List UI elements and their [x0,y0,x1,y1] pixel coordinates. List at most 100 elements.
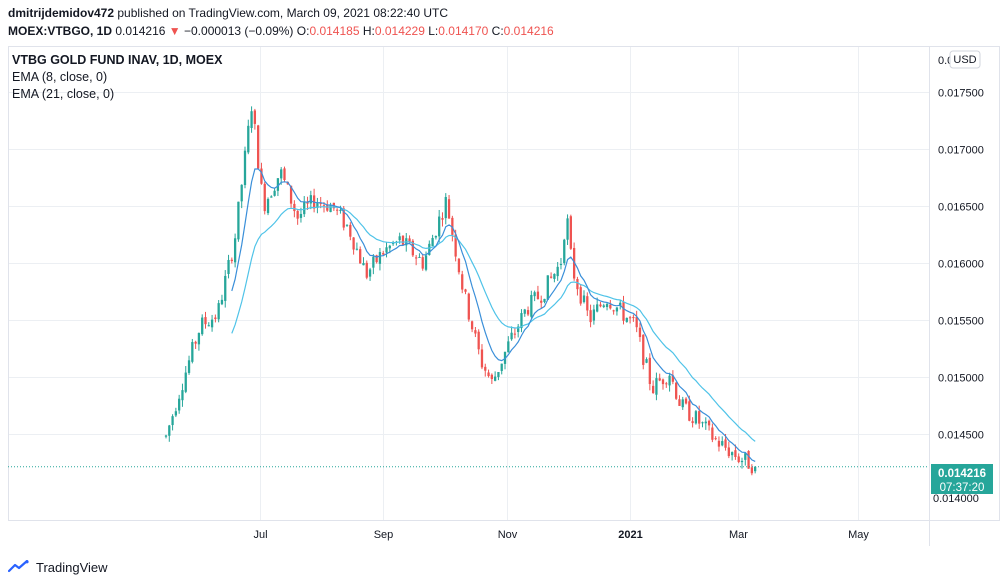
candle-body [609,304,612,309]
candle-body [247,125,250,153]
candle-body [717,440,721,447]
time-tick-label: Jul [253,529,267,541]
high-value: 0.014229 [374,24,425,38]
close-label: C: [491,24,504,38]
ema21-legend[interactable]: EMA (21, close, 0) [12,87,115,101]
candle-body [648,357,651,385]
candle-body [322,205,326,207]
candle-body [171,416,174,426]
candle-body [526,310,530,315]
candle-body [421,257,424,269]
candle-body [734,450,737,458]
published-text: published on TradingView.com, March 09, … [117,6,449,20]
candle-body [227,259,230,274]
candle-body [612,310,615,312]
candle-body [391,243,395,245]
candle-body [299,213,303,218]
tradingview-logo-icon [8,560,29,573]
candle-body [615,307,619,312]
candle-body [645,359,648,363]
candle-body [283,168,286,180]
candle-body [553,273,556,279]
candle-body [207,325,210,327]
candle-body [510,332,513,340]
price-tick-label: 0.014500 [938,430,984,442]
candle-body [316,203,319,208]
candle-body [513,333,517,335]
candle-body [273,190,276,196]
author-name[interactable]: dmitrijdemidov472 [8,6,115,20]
chart-frame[interactable]: 0.014500 0.015000 0.015500 0.016000 0.016500… [8,46,1000,546]
time-tick-label: 2021 [618,529,642,541]
candle-body [362,263,365,266]
candle-body [385,247,388,253]
candle-body [543,298,546,303]
ema8-legend[interactable]: EMA (8, close, 0) [12,70,108,84]
candle-body [230,259,233,262]
price-chart[interactable]: 0.014500 0.015000 0.015500 0.016000 0.016500… [8,46,1000,546]
candle-body [592,309,596,321]
candle-body [253,110,257,124]
low-label: L: [428,24,439,38]
candle-body [378,252,382,264]
price-axis-top-partial: 0.0 [938,55,953,67]
candle-body [602,305,605,307]
candle-body [684,398,688,404]
candle-body [201,317,204,335]
candle-body [164,435,168,437]
candle-body [484,366,487,371]
candle-body [457,258,461,273]
candle-body [260,168,263,184]
candle-body [352,237,355,250]
down-arrow-icon: ▼ [168,24,181,38]
low-value: 0.014170 [438,24,489,38]
candle-body [605,303,609,308]
candle-body [441,218,444,220]
candle-body [464,289,467,292]
instrument-title[interactable]: VTBG GOLD FUND INAV, 1D, MOEX [12,53,223,67]
candle-body [401,235,405,245]
publish-header: dmitrijdemidov472 published on TradingVi… [8,4,554,40]
candle-body [750,467,754,474]
candle-body [467,293,470,320]
candle-body [276,178,280,191]
candle-body [474,330,477,334]
tradingview-brand[interactable]: TradingView [36,559,108,575]
candle-body [668,375,671,386]
candle-body [411,240,415,256]
candle-body [398,236,401,241]
candle-body [418,256,421,258]
candle-body [431,237,434,247]
candle-body [754,466,757,472]
candle-body [493,376,497,381]
candle-body [461,274,464,290]
candle-body [191,342,194,362]
candle-body [596,304,599,312]
currency-button-bg[interactable] [949,50,981,69]
candle-body [220,299,224,305]
candle-body [563,239,566,264]
currency-button[interactable]: USD [953,54,976,66]
candle-body [523,309,526,314]
open-label: O: [296,24,310,38]
candle-body [586,296,589,311]
candle-body [306,202,309,204]
candle-body [454,234,457,257]
candle-body [707,420,711,426]
candle-body [487,372,490,377]
candle-body [497,372,500,378]
candle-body [480,349,484,368]
candle-body [224,275,227,301]
candle-body [704,421,707,424]
price-change: −0.000013 (−0.09%) [184,24,294,38]
candle-body [688,401,691,421]
candle-body [740,460,744,463]
candle-body [187,360,191,373]
ema21-line [231,206,756,442]
candle-body [270,196,273,198]
candle-body [533,292,536,297]
candle-body [536,291,540,300]
candle-body [635,317,638,328]
footer: TradingView [8,556,108,578]
candle-body [517,326,520,333]
